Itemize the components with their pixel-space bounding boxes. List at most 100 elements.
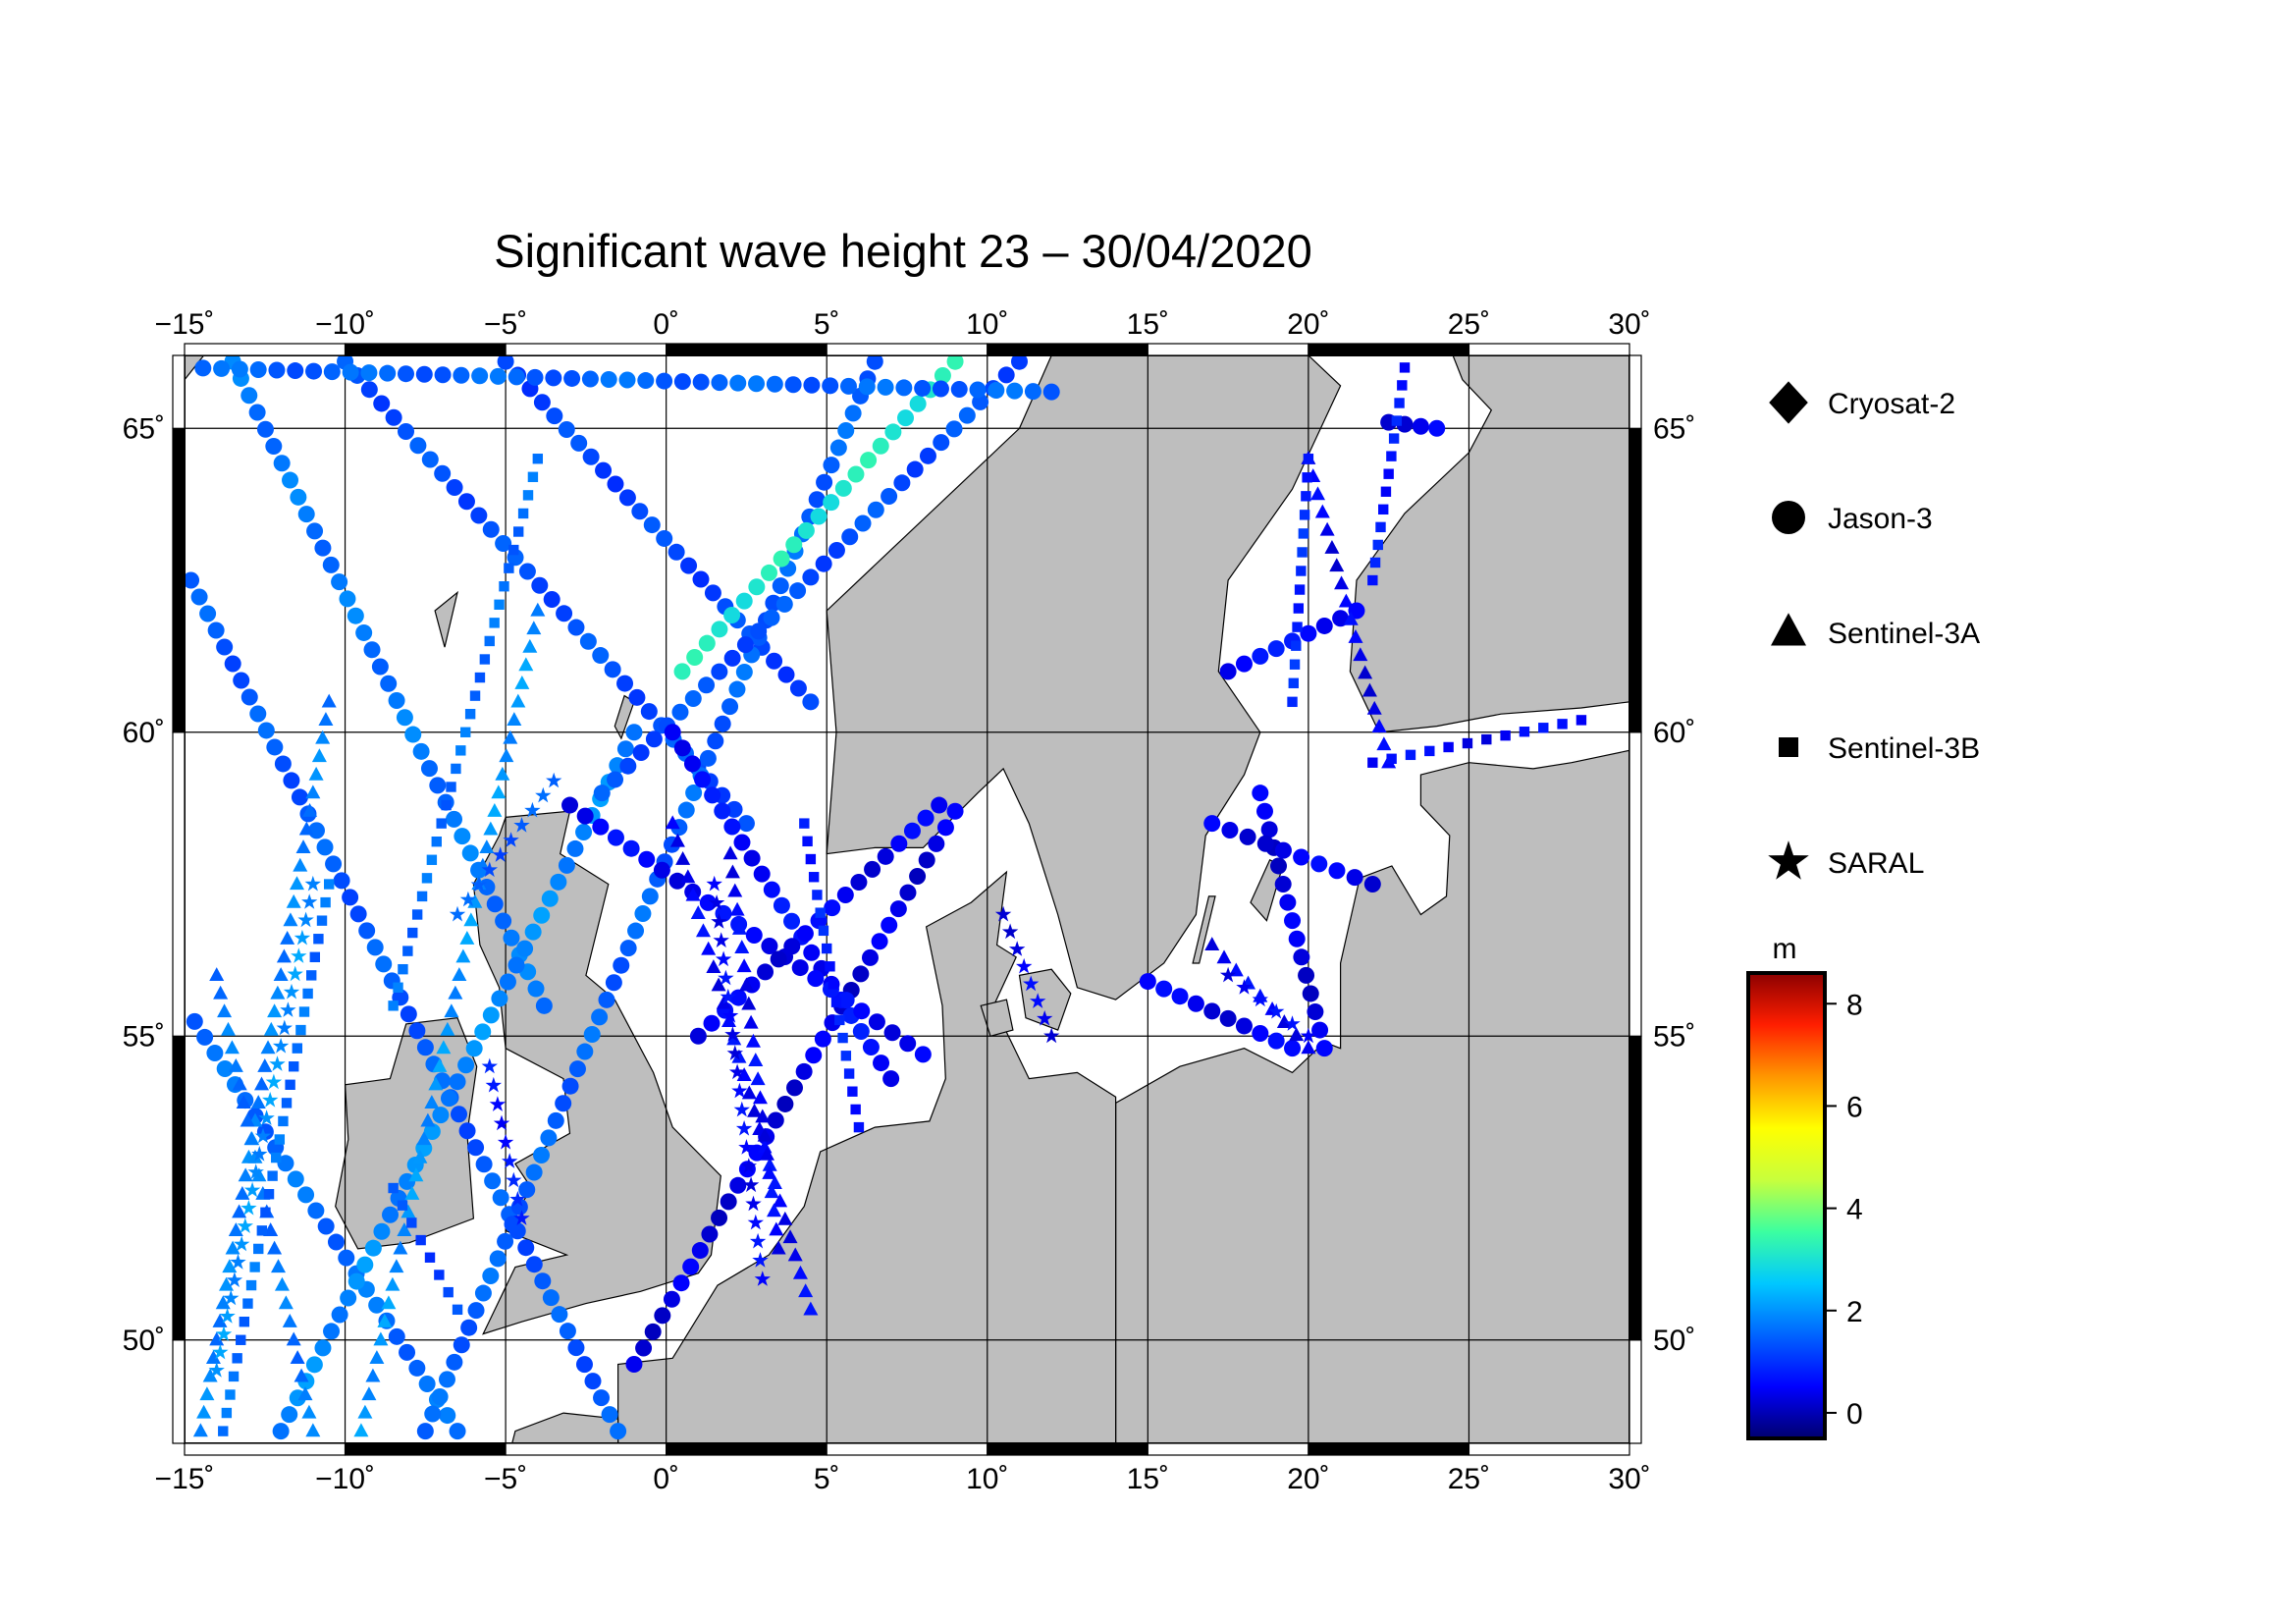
- track-point: [285, 1079, 295, 1090]
- track-point: [1371, 719, 1387, 732]
- track-point: [192, 1423, 208, 1437]
- track-point: [289, 1061, 299, 1072]
- track-point: [567, 619, 585, 636]
- track-point: [738, 977, 754, 992]
- track-point: [194, 359, 212, 377]
- track-point: [643, 516, 661, 534]
- track-point: [610, 1423, 627, 1440]
- track-point: [267, 1003, 283, 1018]
- track-point: [1284, 912, 1302, 930]
- track-point: [306, 522, 324, 540]
- track-point: [396, 709, 413, 727]
- track-point: [673, 739, 691, 757]
- track-point: [331, 1306, 348, 1324]
- track-point: [731, 1082, 748, 1099]
- track-point: [1307, 1003, 1324, 1021]
- track-point: [798, 1283, 814, 1298]
- track-point: [934, 367, 951, 385]
- finland-russia-landmass: [1349, 354, 1630, 733]
- track-point: [545, 369, 562, 387]
- track-point: [257, 722, 275, 739]
- track-point: [286, 893, 301, 908]
- frame-bar-bottom: [987, 1442, 1148, 1456]
- track-point: [555, 1095, 572, 1112]
- track-point: [860, 452, 878, 469]
- track-point: [1292, 622, 1303, 632]
- track-point: [703, 1014, 721, 1032]
- track-point: [424, 1405, 442, 1423]
- lon-tick-label-bottom: 30˚: [1608, 1463, 1650, 1495]
- track-point: [278, 1115, 289, 1127]
- faroe-islands: [434, 590, 458, 648]
- track-point: [656, 372, 673, 390]
- track-point: [443, 1286, 454, 1298]
- track-point: [868, 1013, 885, 1031]
- track-point: [743, 849, 761, 867]
- track-point: [890, 835, 908, 852]
- track-point: [353, 1423, 369, 1437]
- legend-label: Cryosat-2: [1828, 388, 1955, 420]
- frame-bar-left: [172, 1035, 186, 1341]
- track-point: [1358, 665, 1373, 679]
- track-point: [546, 772, 562, 788]
- track-point: [822, 943, 832, 954]
- track-point: [675, 851, 691, 865]
- frame-bar-bottom: [1308, 1442, 1470, 1456]
- track-point: [494, 599, 505, 610]
- track-point: [745, 1195, 762, 1212]
- track-point: [632, 743, 650, 761]
- track-point: [452, 967, 467, 981]
- track-point: [304, 875, 321, 892]
- track-point: [766, 652, 783, 670]
- series-sentinel-3b: [218, 362, 1587, 1436]
- frame-bar-top: [344, 343, 507, 356]
- track-point: [267, 1170, 278, 1181]
- lat-tick-label-right: 55˚: [1653, 1020, 1695, 1053]
- track-point: [783, 938, 801, 955]
- track-point: [243, 1181, 261, 1198]
- track-point: [728, 680, 746, 698]
- track-point: [533, 906, 551, 924]
- track-point: [776, 1095, 794, 1112]
- track-point: [333, 872, 350, 890]
- track-point: [567, 1339, 585, 1357]
- colorbar-ticks: 0 2 4 6 8: [1825, 989, 1863, 1431]
- track-point: [759, 1146, 774, 1161]
- track-point: [416, 1039, 434, 1056]
- track-point: [711, 621, 728, 638]
- track-point: [997, 366, 1015, 384]
- track-point: [1219, 663, 1237, 680]
- track-point: [314, 1339, 332, 1357]
- track-point: [685, 784, 703, 801]
- track-point: [1315, 1040, 1333, 1057]
- track-point: [695, 923, 711, 938]
- track-point: [338, 1249, 355, 1267]
- track-point: [315, 730, 331, 744]
- track-point: [295, 839, 311, 854]
- track-point: [293, 857, 308, 872]
- track-point: [492, 846, 508, 862]
- track-point: [786, 1079, 804, 1097]
- track-point: [839, 377, 857, 395]
- track-point: [347, 607, 364, 624]
- track-point: [448, 985, 463, 1000]
- frame-bar-top: [987, 343, 1148, 356]
- track-point: [736, 958, 752, 973]
- track-point: [235, 1185, 250, 1200]
- track-point: [1252, 1025, 1269, 1043]
- frame-bar-bottom: [1468, 1442, 1630, 1456]
- track-point: [388, 1001, 399, 1011]
- track-point: [503, 832, 519, 847]
- track-point: [1030, 993, 1046, 1008]
- track-point: [592, 818, 610, 836]
- track-point: [474, 1023, 492, 1041]
- track-point: [1346, 869, 1363, 887]
- track-point: [750, 622, 768, 640]
- track-point: [1298, 528, 1309, 539]
- track-point: [689, 1027, 707, 1045]
- track-point: [327, 1233, 345, 1251]
- track-point: [1276, 1014, 1292, 1028]
- track-point: [274, 755, 292, 773]
- track-point: [1187, 995, 1204, 1012]
- track-point: [305, 362, 323, 380]
